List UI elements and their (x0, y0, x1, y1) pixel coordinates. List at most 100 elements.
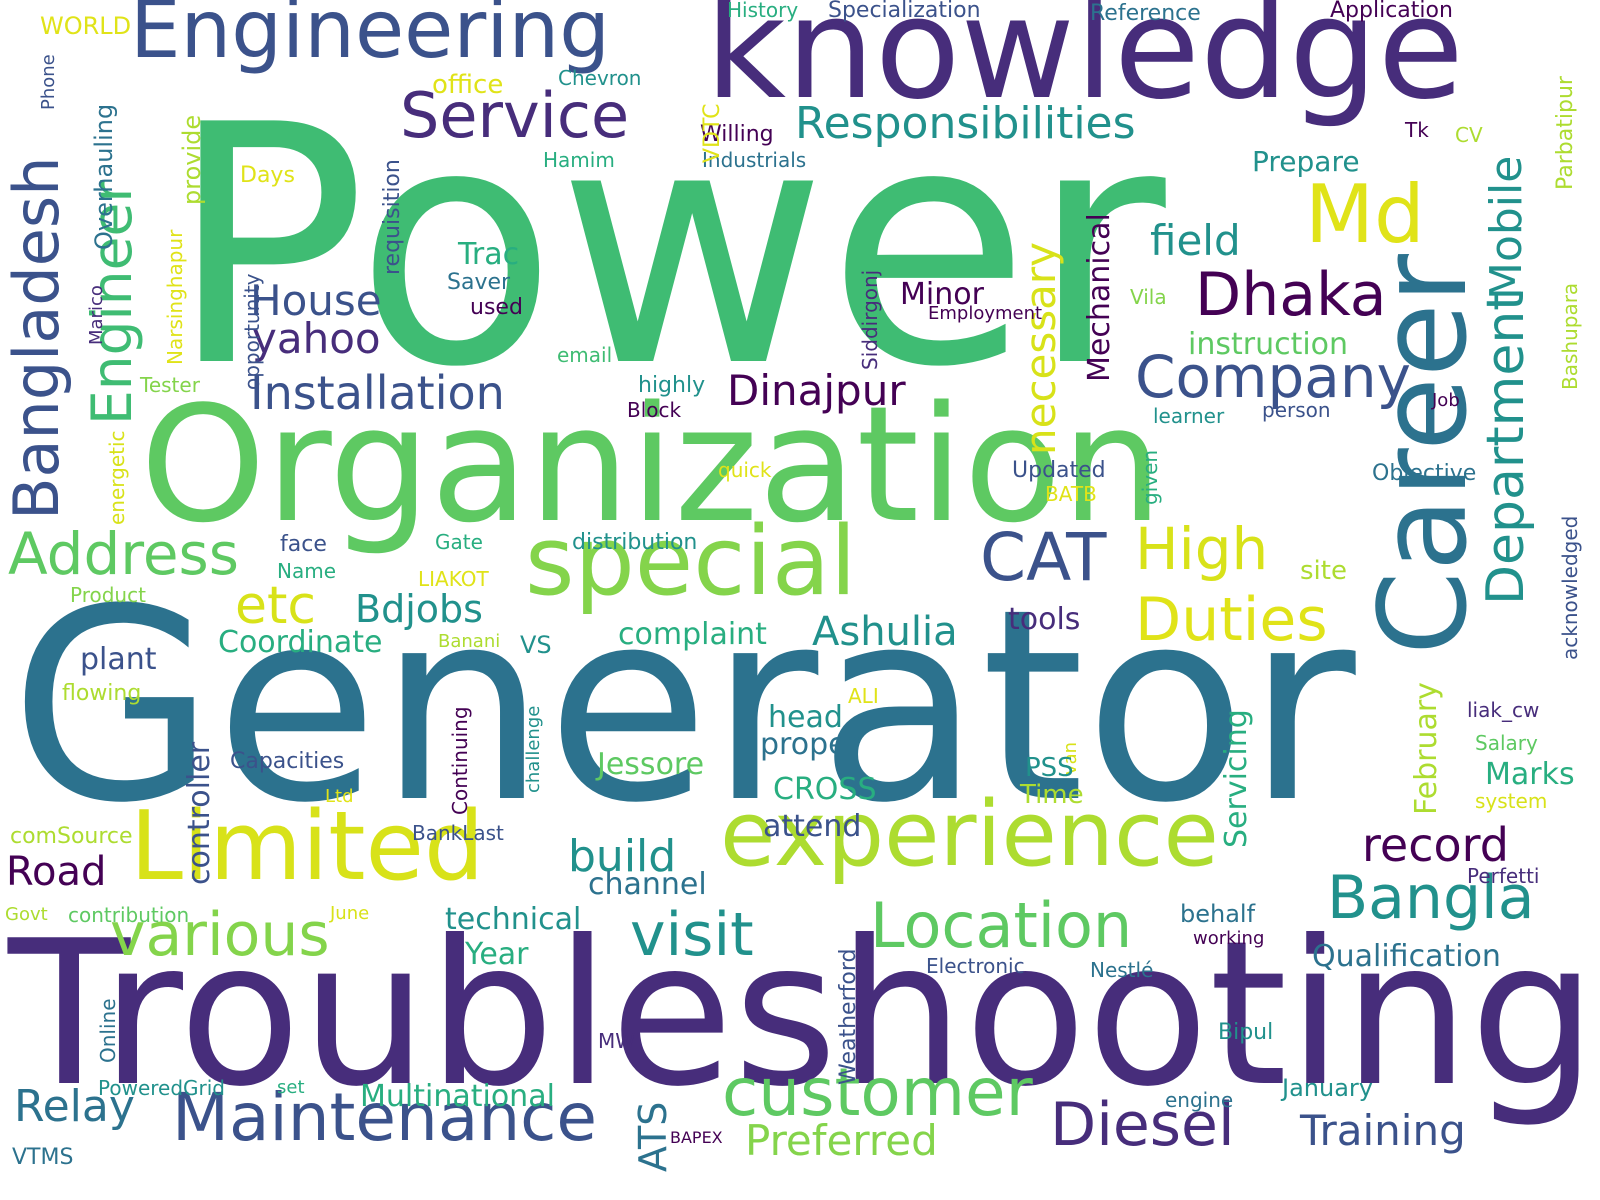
word-behalf: behalf (1180, 900, 1256, 928)
word-batb: BATB (1045, 482, 1097, 506)
word-tools: tools (1008, 602, 1081, 637)
word-product: Product (70, 583, 146, 607)
word-total: Total (885, 705, 928, 726)
word-energetic: energetic (105, 430, 129, 525)
word-acknowledged: acknowledged (1558, 515, 1582, 660)
word-qualification: Qualification (1312, 939, 1501, 974)
word-banani: Banani (438, 631, 501, 652)
word-vtms: VTMS (12, 1145, 74, 1170)
word-poweredgrid: PoweredGrid (98, 1076, 226, 1100)
word-flowing: flowing (62, 681, 142, 706)
word-service: Service (400, 79, 630, 152)
word-person: person (1262, 398, 1331, 422)
word-gate: Gate (435, 530, 483, 554)
word-mechanical: Mechanical (1082, 213, 1117, 382)
word-location: Location (870, 889, 1133, 962)
word-minor: Minor (900, 277, 984, 312)
word-site: site (1300, 556, 1347, 586)
word-customer: customer (722, 1054, 1033, 1131)
word-salary: Salary (1475, 731, 1538, 755)
word-prepare: Prepare (1252, 145, 1360, 178)
word-jessore: Jessore (597, 747, 705, 782)
word-updated: Updated (1012, 458, 1106, 483)
word-etc: etc (235, 576, 316, 636)
word-bangla: Bangla (1327, 863, 1535, 933)
word-address: Address (8, 520, 239, 588)
word-given: given (1138, 449, 1162, 505)
word-june: June (330, 903, 370, 924)
word-controller: controller (182, 741, 217, 885)
word-vs: VS (520, 631, 552, 659)
word-power: Power (168, 55, 1166, 439)
word-relay: Relay (14, 1081, 135, 1132)
word-ats: ATS (631, 1101, 675, 1172)
word-contribution: contribution (68, 903, 190, 927)
word-name: Name (277, 559, 337, 583)
word-overhauling: Overhauling (90, 103, 118, 250)
word-electronic: Electronic (926, 954, 1025, 978)
word-training: Training (1300, 1106, 1466, 1155)
word-bashupara: Bashupara (1558, 282, 1582, 390)
word-knowledge: knowledge (705, 0, 1464, 131)
word-build: build (568, 831, 677, 882)
word-bangladesh: Bangladesh (0, 156, 73, 521)
word-weatherford: Weatherford (836, 948, 861, 1085)
word-application: Application (1330, 0, 1453, 23)
word-special: special (525, 507, 857, 617)
word-govt: Govt (5, 904, 48, 925)
word-field: field (1150, 216, 1241, 265)
word-plant: plant (80, 642, 157, 677)
word-pss: PSS (1025, 753, 1074, 783)
word-days: Days (240, 163, 295, 188)
word-parbatipur: Parbatipur (1553, 76, 1578, 190)
word-instruction: instruction (1188, 327, 1349, 362)
word-objective: Objective (1372, 461, 1477, 486)
word-tk: Tk (1405, 118, 1429, 142)
word-continuing: Continuing (448, 706, 472, 815)
word-time: Time (1020, 780, 1084, 810)
word-dinajpur: Dinajpur (727, 366, 906, 415)
word-engine: engine (1165, 1088, 1234, 1112)
word-specialization: Specialization (828, 0, 981, 23)
word-world: WORLD (40, 12, 132, 40)
word-hamim: Hamim (543, 148, 615, 172)
word-engineering: Engineering (130, 0, 610, 76)
word-marks: Marks (1485, 757, 1575, 792)
word-various: various (110, 900, 330, 970)
word-experience: experience (720, 782, 1219, 887)
word-attend: attend (763, 809, 862, 844)
word-duties: Duties (1135, 585, 1328, 655)
word-ashulia: Ashulia (812, 609, 958, 655)
word-cat: CAT (980, 519, 1107, 596)
word-generator: Generator (10, 553, 1356, 861)
word-saver: Saver (447, 270, 511, 295)
word-ltd: Ltd (325, 786, 354, 807)
word-set: set (277, 1077, 305, 1098)
word-distribution: distribution (572, 530, 698, 555)
word-employment: Employment (928, 303, 1043, 324)
word-phone: Phone (38, 54, 59, 110)
word-record: record (1362, 818, 1509, 872)
word-high: High (1135, 515, 1269, 583)
word-channel: channel (588, 867, 707, 902)
word-responsibilities: Responsibilities (795, 98, 1136, 149)
word-siddirgonj: Siddirgonj (858, 269, 882, 370)
word-complaint: complaint (618, 617, 767, 652)
word-house: House (250, 276, 382, 325)
word-comsource: comSource (10, 824, 133, 849)
word-troubleshooting: Troubleshooting (8, 898, 1597, 1131)
word-road: Road (6, 849, 107, 895)
word-chevron: Chevron (558, 66, 642, 90)
word-history: History (727, 0, 799, 22)
word-limited: Limited (130, 792, 485, 902)
word-bdjobs: Bdjobs (355, 587, 483, 631)
word-email: email (557, 343, 613, 367)
word-online: Online (96, 998, 120, 1063)
word-vdtc: VDTC (700, 103, 725, 163)
word-used: used (470, 295, 523, 320)
word-coordinate: Coordinate (218, 625, 383, 660)
word-system: system (1475, 789, 1548, 813)
word-necessary: necessary (1016, 241, 1065, 455)
word-organization: Organization (140, 371, 1163, 558)
